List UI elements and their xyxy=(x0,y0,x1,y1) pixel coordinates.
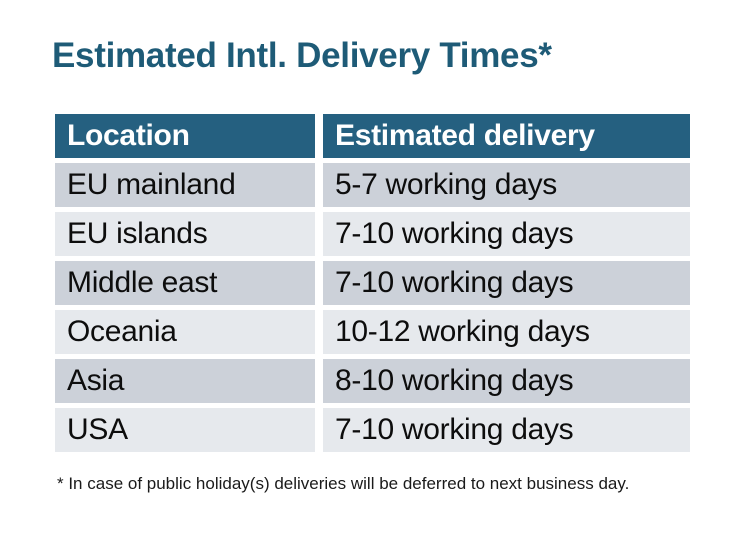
delivery-cell: 10-12 working days xyxy=(323,310,690,354)
table-row: Middle east 7-10 working days xyxy=(55,261,690,305)
table-row: USA 7-10 working days xyxy=(55,408,690,452)
table-row: Oceania 10-12 working days xyxy=(55,310,690,354)
location-cell: USA xyxy=(55,408,315,452)
page-title: Estimated Intl. Delivery Times* xyxy=(52,36,552,75)
location-cell: EU mainland xyxy=(55,163,315,207)
table-row: Asia 8-10 working days xyxy=(55,359,690,403)
delivery-cell: 7-10 working days xyxy=(323,261,690,305)
location-cell: Middle east xyxy=(55,261,315,305)
delivery-times-table: Location Estimated delivery EU mainland 5… xyxy=(55,114,690,452)
delivery-cell: 5-7 working days xyxy=(323,163,690,207)
column-header-location: Location xyxy=(55,114,315,158)
table-header-row: Location Estimated delivery xyxy=(55,114,690,158)
location-cell: Asia xyxy=(55,359,315,403)
delivery-cell: 8-10 working days xyxy=(323,359,690,403)
location-cell: EU islands xyxy=(55,212,315,256)
table-row: EU islands 7-10 working days xyxy=(55,212,690,256)
table-row: EU mainland 5-7 working days xyxy=(55,163,690,207)
footnote: * In case of public holiday(s) deliverie… xyxy=(57,474,630,493)
column-header-estimated-delivery: Estimated delivery xyxy=(323,114,690,158)
location-cell: Oceania xyxy=(55,310,315,354)
delivery-cell: 7-10 working days xyxy=(323,212,690,256)
delivery-cell: 7-10 working days xyxy=(323,408,690,452)
